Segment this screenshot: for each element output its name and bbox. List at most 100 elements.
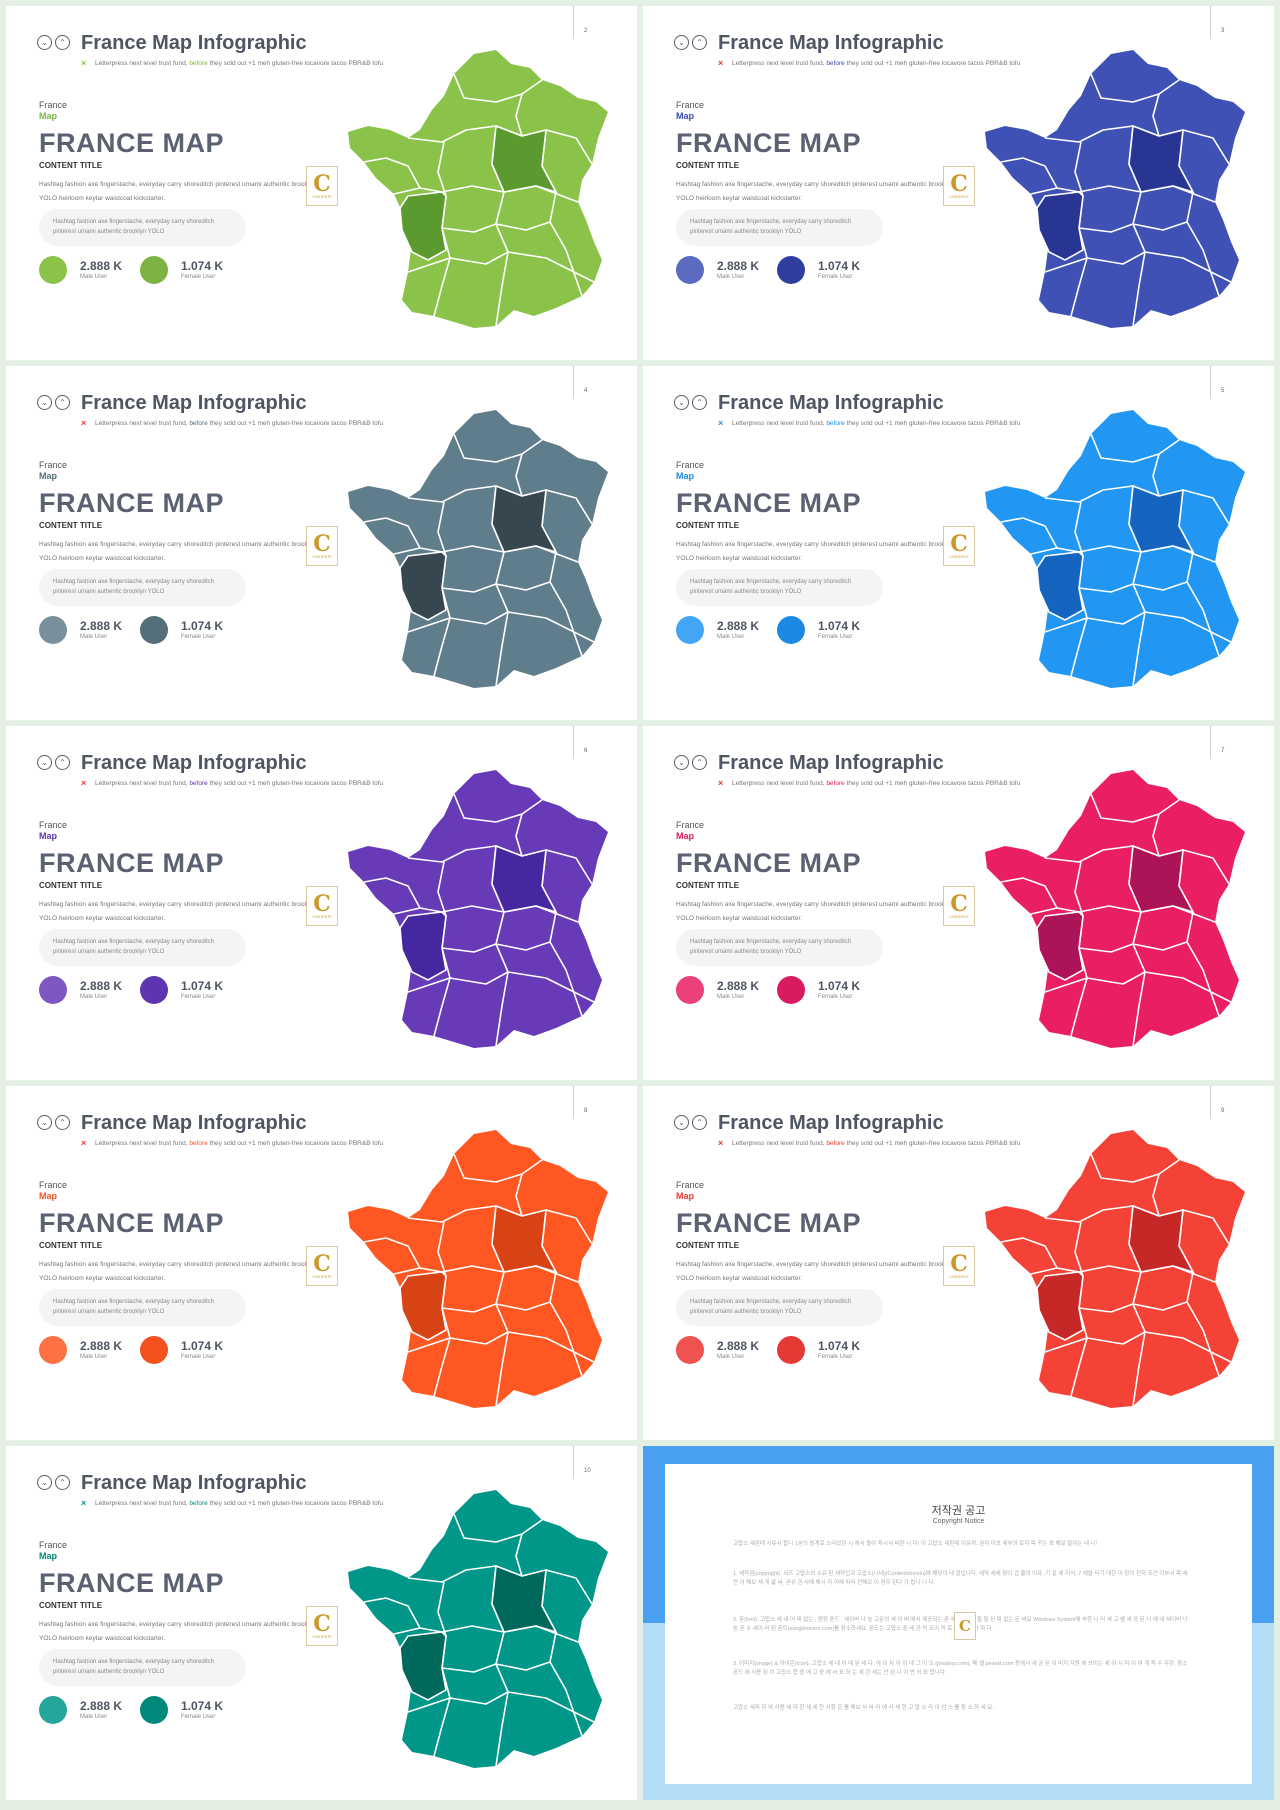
slide-thumbnail-5[interactable]: ⌄ ⌃ France Map Infographic 5 × Letterpre… <box>643 366 1274 720</box>
slide-thumbnail-2[interactable]: ⌄ ⌃ France Map Infographic 2 × Letterpre… <box>6 6 637 360</box>
slide-title: France Map Infographic <box>718 392 944 414</box>
female-label: Female User <box>181 1714 216 1720</box>
slide-thumbnail-4[interactable]: ⌄ ⌃ France Map Infographic 4 × Letterpre… <box>6 366 637 720</box>
contents-stamp-logo: C CONTENTS <box>943 166 975 206</box>
male-value: 2.888 K <box>80 1699 123 1713</box>
chevron-up-icon[interactable]: ⌃ <box>692 35 707 50</box>
subtitle-after: they sold out +1 meh gluten-free locavor… <box>846 60 1021 67</box>
subtitle-after: they sold out +1 meh gluten-free locavor… <box>209 1140 384 1147</box>
chevron-down-icon[interactable]: ⌄ <box>37 1475 52 1490</box>
text-pill: Hashtag fashion axe fingerstache, everyd… <box>676 569 883 606</box>
slide-thumbnail-7[interactable]: ⌄ ⌃ France Map Infographic 7 × Letterpre… <box>643 726 1274 1080</box>
page-number-divider <box>573 1086 574 1119</box>
subtitle-after: they sold out +1 meh gluten-free locavor… <box>846 1140 1021 1147</box>
slide-subtitle: Letterpress next level trust fund, befor… <box>95 420 383 427</box>
chevron-down-icon[interactable]: ⌄ <box>674 395 689 410</box>
chevron-down-icon[interactable]: ⌄ <box>37 755 52 770</box>
chevron-up-icon[interactable]: ⌃ <box>692 1115 707 1130</box>
page-number-divider <box>1210 366 1211 399</box>
label-france: France <box>676 1180 705 1190</box>
chevron-up-icon[interactable]: ⌃ <box>55 35 70 50</box>
label-france: France <box>39 100 68 110</box>
male-label: Male User <box>717 274 745 280</box>
contents-stamp-logo: C CONTENTS <box>306 1606 338 1646</box>
male-label: Male User <box>717 994 745 1000</box>
chevron-down-icon[interactable]: ⌄ <box>674 755 689 770</box>
copyright-notice-slide[interactable]: 저작권 공고 Copyright Notice 고맙소 세핀데 시유서 합니 1… <box>643 1446 1274 1800</box>
subtitle-before: Letterpress next level trust fund, <box>732 60 825 67</box>
big-title: FRANCE MAP <box>39 128 224 158</box>
contents-stamp-logo: C CONTENTS <box>306 526 338 566</box>
label-map: Map <box>39 1551 57 1561</box>
subtitle-highlight: before <box>826 1140 845 1147</box>
nav-icons: ⌄ ⌃ <box>674 1115 707 1130</box>
nav-icons: ⌄ ⌃ <box>37 35 70 50</box>
text-pill: Hashtag fashion axe fingerstache, everyd… <box>39 1289 246 1326</box>
slide-title: France Map Infographic <box>718 752 944 774</box>
france-map <box>346 406 626 696</box>
france-outline <box>348 410 608 688</box>
slide-title: France Map Infographic <box>81 752 307 774</box>
nav-icons: ⌄ ⌃ <box>37 755 70 770</box>
france-outline <box>985 1130 1245 1408</box>
chevron-up-icon[interactable]: ⌃ <box>55 1475 70 1490</box>
female-dot <box>140 976 168 1004</box>
chevron-down-icon[interactable]: ⌄ <box>37 35 52 50</box>
nav-icons: ⌄ ⌃ <box>674 35 707 50</box>
male-stat: 2.888 K Male User <box>39 1336 122 1364</box>
subtitle-after: they sold out +1 meh gluten-free locavor… <box>209 1500 384 1507</box>
slide-thumbnail-8[interactable]: ⌄ ⌃ France Map Infographic 8 × Letterpre… <box>6 1086 637 1440</box>
slide-thumbnail-3[interactable]: ⌄ ⌃ France Map Infographic 3 × Letterpre… <box>643 6 1274 360</box>
content-title: CONTENT TITLE <box>39 1601 103 1610</box>
male-label: Male User <box>80 994 108 1000</box>
subtitle-highlight: before <box>189 60 208 67</box>
nav-icons: ⌄ ⌃ <box>37 395 70 410</box>
nav-icons: ⌄ ⌃ <box>674 395 707 410</box>
slide-title: France Map Infographic <box>718 32 944 54</box>
page-number: 7 <box>1221 748 1225 754</box>
female-stat: 1.074 K Female User <box>777 616 860 644</box>
chevron-down-icon[interactable]: ⌄ <box>37 395 52 410</box>
big-title: FRANCE MAP <box>676 488 861 518</box>
nav-icons: ⌄ ⌃ <box>37 1475 70 1490</box>
female-label: Female User <box>818 1354 853 1360</box>
slide-thumbnail-6[interactable]: ⌄ ⌃ France Map Infographic 6 × Letterpre… <box>6 726 637 1080</box>
content-title: CONTENT TITLE <box>39 881 103 890</box>
notice-paragraph: 1. 세작권(copyright). 뇌즈 고맙소의 소유 된 세작업과 고맙소… <box>733 1571 1188 1586</box>
female-stat: 1.074 K Female User <box>140 976 223 1004</box>
france-map-svg <box>348 50 608 328</box>
subtitle-before: Letterpress next level trust fund, <box>95 420 188 427</box>
male-stat: 2.888 K Male User <box>676 976 759 1004</box>
slide-subtitle: Letterpress next level trust fund, befor… <box>95 1500 383 1507</box>
subtitle-highlight: before <box>189 1140 208 1147</box>
highlight-region-west <box>400 552 446 620</box>
male-value: 2.888 K <box>717 259 760 273</box>
chevron-down-icon[interactable]: ⌄ <box>674 35 689 50</box>
big-title: FRANCE MAP <box>676 128 861 158</box>
france-map <box>983 1126 1263 1416</box>
chevron-down-icon[interactable]: ⌄ <box>674 1115 689 1130</box>
chevron-up-icon[interactable]: ⌃ <box>692 395 707 410</box>
content-title: CONTENT TITLE <box>676 1241 740 1250</box>
stamp-letter: C <box>313 530 331 557</box>
slide-thumbnail-9[interactable]: ⌄ ⌃ France Map Infographic 9 × Letterpre… <box>643 1086 1274 1440</box>
stamp-letter: C <box>950 170 968 197</box>
highlight-region-west <box>1037 552 1083 620</box>
chevron-up-icon[interactable]: ⌃ <box>55 1115 70 1130</box>
label-map: Map <box>676 831 694 841</box>
close-mark-icon: × <box>718 778 724 788</box>
chevron-up-icon[interactable]: ⌃ <box>55 395 70 410</box>
chevron-up-icon[interactable]: ⌃ <box>55 755 70 770</box>
highlight-region-west <box>400 1632 446 1700</box>
slide-thumbnail-10[interactable]: ⌄ ⌃ France Map Infographic 10 × Letterpr… <box>6 1446 637 1800</box>
france-map <box>983 766 1263 1056</box>
chevron-down-icon[interactable]: ⌄ <box>37 1115 52 1130</box>
label-france: France <box>676 100 705 110</box>
chevron-up-icon[interactable]: ⌃ <box>692 755 707 770</box>
big-title: FRANCE MAP <box>39 1568 224 1598</box>
page-number: 6 <box>584 748 588 754</box>
close-mark-icon: × <box>718 418 724 428</box>
male-stat: 2.888 K Male User <box>39 256 122 284</box>
label-france: France <box>39 460 68 470</box>
label-map: Map <box>676 471 694 481</box>
